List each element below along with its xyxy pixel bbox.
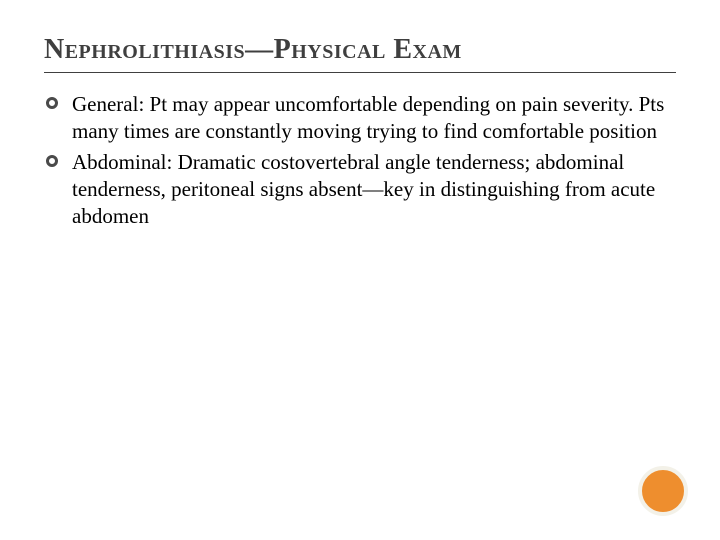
list-item: General: Pt may appear uncomfortable dep… — [46, 91, 676, 145]
bullet-text: General: Pt may appear uncomfortable dep… — [72, 92, 664, 143]
bullet-icon — [46, 97, 58, 109]
list-item: Abdominal: Dramatic costovertebral angle… — [46, 149, 676, 230]
bullet-list: General: Pt may appear uncomfortable dep… — [44, 91, 676, 229]
slide: Nephrolithiasis—Physical Exam General: P… — [0, 0, 720, 540]
bullet-text: Abdominal: Dramatic costovertebral angle… — [72, 150, 655, 228]
slide-title: Nephrolithiasis—Physical Exam — [44, 34, 676, 73]
bullet-icon — [46, 155, 58, 167]
corner-circle-icon — [638, 466, 688, 516]
